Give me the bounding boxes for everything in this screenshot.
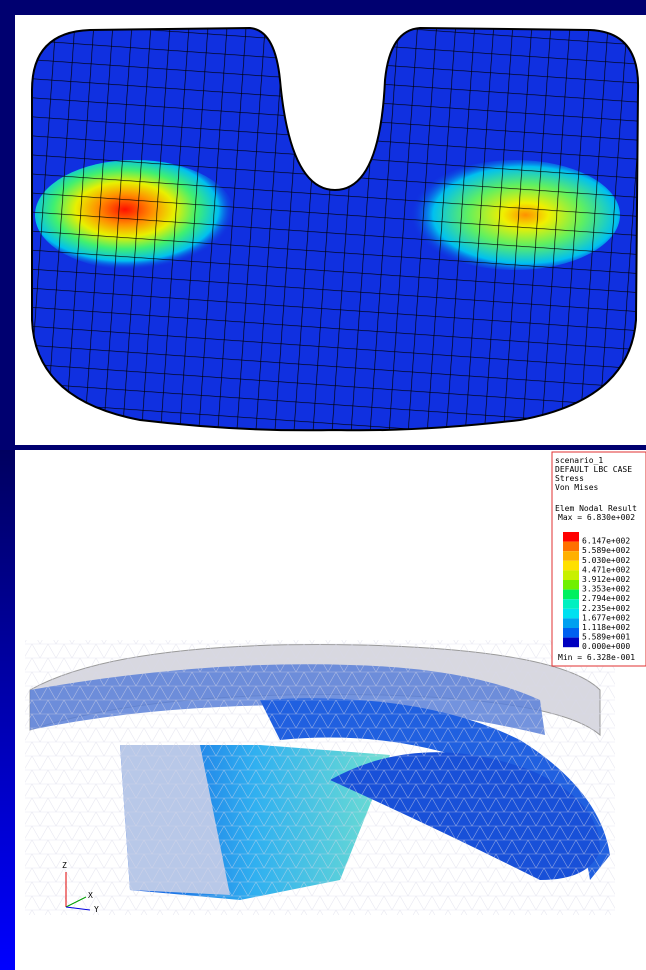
legend-swatch — [563, 542, 579, 552]
legend-swatch — [563, 561, 579, 571]
legend-swatch — [563, 599, 579, 609]
legend-swatch — [563, 609, 579, 619]
legend-header: scenario_1 — [555, 456, 603, 465]
legend-result-type: Elem Nodal Result — [555, 504, 637, 513]
legend-label: 6.147e+002 — [582, 537, 630, 546]
legend-swatch — [563, 628, 579, 638]
iso-model — [25, 640, 615, 915]
legend-label: 4.471e+002 — [582, 565, 630, 574]
legend-min: Min = 6.328e-001 — [558, 653, 635, 662]
legend-swatch — [563, 580, 579, 590]
side-bar — [0, 450, 15, 970]
legend-label: 2.794e+002 — [582, 594, 630, 603]
legend-swatch — [563, 532, 579, 542]
legend-swatch — [563, 638, 579, 648]
legend-max: Max = 6.830e+002 — [558, 513, 635, 522]
legend-label: 3.912e+002 — [582, 575, 630, 584]
legend-swatch — [563, 570, 579, 580]
legend-label: 5.589e+002 — [582, 546, 630, 555]
legend-header: Stress — [555, 474, 584, 483]
axis-label: Y — [94, 905, 99, 914]
page: Z X Y scenario_1DEFAULT LBC CASEStressVo… — [0, 0, 646, 970]
legend-label: 2.235e+002 — [582, 604, 630, 613]
legend-label: 1.118e+002 — [582, 623, 630, 632]
legend-label: 1.677e+002 — [582, 613, 630, 622]
legend-swatch — [563, 590, 579, 600]
axis-label: X — [88, 891, 93, 900]
legend-label: 3.353e+002 — [582, 585, 630, 594]
axis-label: Z — [62, 861, 67, 870]
legend-label: 5.589e+001 — [582, 633, 630, 642]
legend-header: Von Mises — [555, 483, 599, 492]
legend-label: 5.030e+002 — [582, 556, 630, 565]
legend-swatch — [563, 551, 579, 561]
screenshot: Z X Y scenario_1DEFAULT LBC CASEStressVo… — [0, 0, 646, 970]
legend-swatch — [563, 618, 579, 628]
legend-label: 0.000e+000 — [582, 642, 630, 651]
legend-header: DEFAULT LBC CASE — [555, 465, 632, 474]
